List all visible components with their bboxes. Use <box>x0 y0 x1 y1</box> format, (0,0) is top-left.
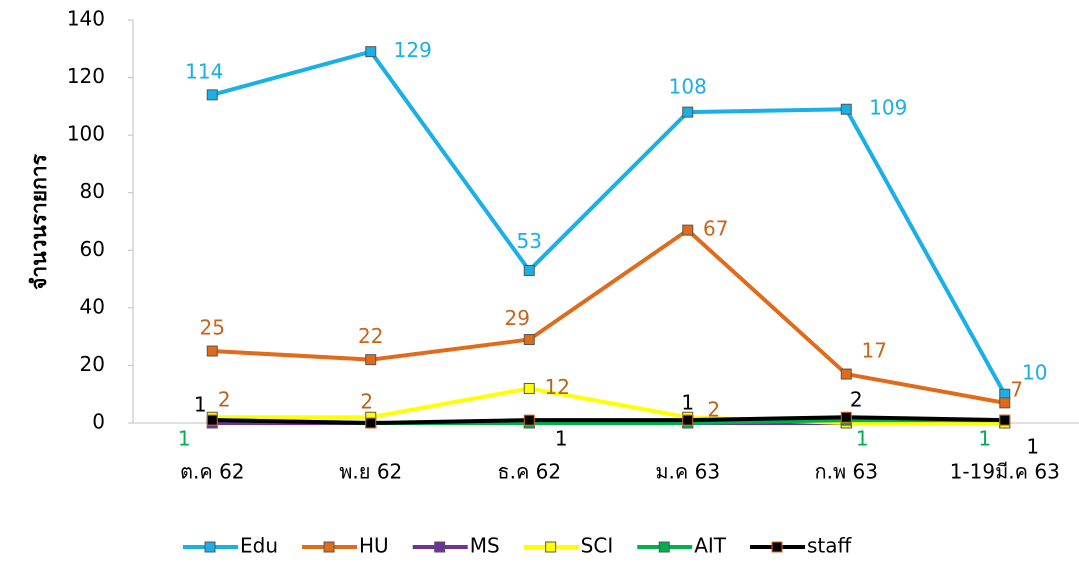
data-label: 1 <box>1026 435 1039 459</box>
data-label: 108 <box>669 75 707 99</box>
x-tick-label: ก.พ 63 <box>815 460 878 484</box>
y-tick-label: 0 <box>92 410 105 434</box>
data-point <box>999 414 1011 426</box>
data-label: 25 <box>200 316 225 340</box>
data-label: 17 <box>862 339 887 363</box>
y-axis-label: จำนวนรายการ <box>27 153 51 289</box>
y-tick-label: 80 <box>80 179 105 203</box>
data-point <box>523 382 535 394</box>
data-label: 53 <box>517 229 542 253</box>
data-label: 12 <box>545 375 570 399</box>
data-point <box>365 354 377 366</box>
legend-label: SCI <box>581 534 614 558</box>
y-tick-label: 20 <box>80 352 105 376</box>
data-label: 2 <box>707 398 720 422</box>
data-label: 1 <box>555 427 568 451</box>
data-label: 129 <box>394 38 432 62</box>
x-tick-label: ธ.ค 62 <box>497 460 561 484</box>
y-tick-label: 100 <box>67 122 105 146</box>
data-point <box>682 414 694 426</box>
legend-label: AIT <box>694 534 727 558</box>
y-tick-label: 120 <box>67 64 105 88</box>
legend-marker <box>658 541 670 553</box>
data-point <box>840 411 852 423</box>
legend-marker <box>545 541 557 553</box>
legend-label: staff <box>807 534 853 558</box>
legend-marker <box>434 541 446 553</box>
data-label: 1 <box>978 427 991 451</box>
data-point <box>682 224 694 236</box>
data-label: 7 <box>1010 377 1023 401</box>
legend-marker <box>204 541 216 553</box>
legend-label: MS <box>470 534 500 558</box>
series-line <box>212 228 1006 405</box>
data-point <box>365 417 377 429</box>
data-point <box>206 345 218 357</box>
legend-marker <box>771 541 783 553</box>
data-label: 109 <box>869 96 907 120</box>
data-point <box>365 46 377 58</box>
x-tick-label: 1-19มี.ค 63 <box>950 460 1060 484</box>
data-label: 1 <box>194 393 207 417</box>
data-point <box>523 264 535 276</box>
data-point <box>206 89 218 101</box>
data-point <box>840 103 852 115</box>
legend-marker <box>323 541 335 553</box>
data-label: 22 <box>358 324 383 348</box>
series-line <box>212 386 1005 425</box>
data-point <box>523 334 535 346</box>
data-label: 2 <box>360 390 373 414</box>
data-point <box>206 414 218 426</box>
data-label: 114 <box>185 59 223 83</box>
data-label: 1 <box>178 427 191 451</box>
data-point <box>840 368 852 380</box>
series-line <box>211 49 1007 396</box>
data-point <box>999 397 1011 409</box>
data-label: 67 <box>703 217 728 241</box>
data-label: 2 <box>218 388 231 412</box>
legend-label: Edu <box>240 534 278 558</box>
y-tick-label: 60 <box>80 237 105 261</box>
data-label: 1 <box>856 427 869 451</box>
data-label: 2 <box>850 388 863 412</box>
data-label: 10 <box>1022 361 1047 385</box>
y-tick-label: 140 <box>67 7 105 31</box>
x-tick-label: พ.ย 62 <box>339 460 402 484</box>
x-tick-label: ม.ค 63 <box>655 460 720 484</box>
legend-label: HU <box>359 534 389 558</box>
data-label: 1 <box>681 391 694 415</box>
data-point <box>682 106 694 118</box>
data-label: 29 <box>505 306 530 330</box>
data-point <box>523 414 535 426</box>
y-tick-label: 40 <box>80 294 105 318</box>
series-line <box>212 415 1005 425</box>
x-tick-label: ต.ค 62 <box>180 460 245 484</box>
